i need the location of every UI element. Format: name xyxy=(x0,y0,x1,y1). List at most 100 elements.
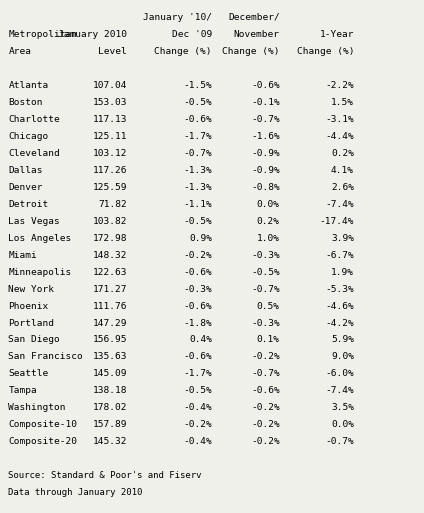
Text: 0.2%: 0.2% xyxy=(331,149,354,157)
Text: 178.02: 178.02 xyxy=(93,403,127,412)
Text: -0.6%: -0.6% xyxy=(251,81,280,90)
Text: January 2010: January 2010 xyxy=(58,30,127,39)
Text: -0.2%: -0.2% xyxy=(251,420,280,429)
Text: Data through January 2010: Data through January 2010 xyxy=(8,488,143,497)
Text: 107.04: 107.04 xyxy=(93,81,127,90)
Text: -0.9%: -0.9% xyxy=(251,149,280,157)
Text: 0.9%: 0.9% xyxy=(189,233,212,243)
Text: -6.0%: -6.0% xyxy=(325,369,354,379)
Text: Dec '09: Dec '09 xyxy=(172,30,212,39)
Text: 157.89: 157.89 xyxy=(93,420,127,429)
Text: -0.2%: -0.2% xyxy=(183,250,212,260)
Text: -1.5%: -1.5% xyxy=(183,81,212,90)
Text: -17.4%: -17.4% xyxy=(320,216,354,226)
Text: -5.3%: -5.3% xyxy=(325,285,354,293)
Text: -0.7%: -0.7% xyxy=(251,285,280,293)
Text: -0.6%: -0.6% xyxy=(183,115,212,124)
Text: Composite-10: Composite-10 xyxy=(8,420,78,429)
Text: -0.2%: -0.2% xyxy=(183,420,212,429)
Text: 138.18: 138.18 xyxy=(93,386,127,396)
Text: -0.7%: -0.7% xyxy=(183,149,212,157)
Text: 4.1%: 4.1% xyxy=(331,166,354,174)
Text: -0.5%: -0.5% xyxy=(183,386,212,396)
Text: 1.0%: 1.0% xyxy=(257,233,280,243)
Text: Detroit: Detroit xyxy=(8,200,49,209)
Text: -0.5%: -0.5% xyxy=(251,268,280,277)
Text: Las Vegas: Las Vegas xyxy=(8,216,60,226)
Text: -0.2%: -0.2% xyxy=(251,352,280,362)
Text: -1.6%: -1.6% xyxy=(251,132,280,141)
Text: -0.8%: -0.8% xyxy=(251,183,280,192)
Text: -4.6%: -4.6% xyxy=(325,302,354,310)
Text: 147.29: 147.29 xyxy=(93,319,127,327)
Text: -7.4%: -7.4% xyxy=(325,200,354,209)
Text: Chicago: Chicago xyxy=(8,132,49,141)
Text: 1-Year: 1-Year xyxy=(320,30,354,39)
Text: -0.3%: -0.3% xyxy=(183,285,212,293)
Text: 111.76: 111.76 xyxy=(93,302,127,310)
Text: Los Angeles: Los Angeles xyxy=(8,233,72,243)
Text: 145.09: 145.09 xyxy=(93,369,127,379)
Text: New York: New York xyxy=(8,285,54,293)
Text: -0.4%: -0.4% xyxy=(183,438,212,446)
Text: -1.3%: -1.3% xyxy=(183,183,212,192)
Text: Seattle: Seattle xyxy=(8,369,49,379)
Text: 172.98: 172.98 xyxy=(93,233,127,243)
Text: -1.8%: -1.8% xyxy=(183,319,212,327)
Text: 153.03: 153.03 xyxy=(93,98,127,107)
Text: 3.9%: 3.9% xyxy=(331,233,354,243)
Text: 0.4%: 0.4% xyxy=(189,336,212,345)
Text: Change (%): Change (%) xyxy=(222,47,280,56)
Text: 122.63: 122.63 xyxy=(93,268,127,277)
Text: -0.7%: -0.7% xyxy=(325,438,354,446)
Text: 148.32: 148.32 xyxy=(93,250,127,260)
Text: 0.0%: 0.0% xyxy=(331,420,354,429)
Text: Change (%): Change (%) xyxy=(154,47,212,56)
Text: 135.63: 135.63 xyxy=(93,352,127,362)
Text: -4.4%: -4.4% xyxy=(325,132,354,141)
Text: Washington: Washington xyxy=(8,403,66,412)
Text: -0.1%: -0.1% xyxy=(251,98,280,107)
Text: Phoenix: Phoenix xyxy=(8,302,49,310)
Text: -0.5%: -0.5% xyxy=(183,216,212,226)
Text: Level: Level xyxy=(98,47,127,56)
Text: 0.0%: 0.0% xyxy=(257,200,280,209)
Text: 171.27: 171.27 xyxy=(93,285,127,293)
Text: Tampa: Tampa xyxy=(8,386,37,396)
Text: 71.82: 71.82 xyxy=(98,200,127,209)
Text: -0.9%: -0.9% xyxy=(251,166,280,174)
Text: -0.2%: -0.2% xyxy=(251,438,280,446)
Text: 1.9%: 1.9% xyxy=(331,268,354,277)
Text: -3.1%: -3.1% xyxy=(325,115,354,124)
Text: November: November xyxy=(234,30,280,39)
Text: 5.9%: 5.9% xyxy=(331,336,354,345)
Text: -1.7%: -1.7% xyxy=(183,369,212,379)
Text: -0.5%: -0.5% xyxy=(183,98,212,107)
Text: Cleveland: Cleveland xyxy=(8,149,60,157)
Text: -0.6%: -0.6% xyxy=(183,268,212,277)
Text: Source: Standard & Poor's and Fiserv: Source: Standard & Poor's and Fiserv xyxy=(8,471,202,480)
Text: 103.82: 103.82 xyxy=(93,216,127,226)
Text: -1.1%: -1.1% xyxy=(183,200,212,209)
Text: -2.2%: -2.2% xyxy=(325,81,354,90)
Text: -1.7%: -1.7% xyxy=(183,132,212,141)
Text: 117.26: 117.26 xyxy=(93,166,127,174)
Text: -4.2%: -4.2% xyxy=(325,319,354,327)
Text: December/: December/ xyxy=(228,13,280,22)
Text: 9.0%: 9.0% xyxy=(331,352,354,362)
Text: 0.1%: 0.1% xyxy=(257,336,280,345)
Text: Atlanta: Atlanta xyxy=(8,81,49,90)
Text: Miami: Miami xyxy=(8,250,37,260)
Text: 3.5%: 3.5% xyxy=(331,403,354,412)
Text: January '10/: January '10/ xyxy=(143,13,212,22)
Text: 125.11: 125.11 xyxy=(93,132,127,141)
Text: San Francisco: San Francisco xyxy=(8,352,83,362)
Text: Composite-20: Composite-20 xyxy=(8,438,78,446)
Text: -0.3%: -0.3% xyxy=(251,250,280,260)
Text: -0.7%: -0.7% xyxy=(251,369,280,379)
Text: Change (%): Change (%) xyxy=(296,47,354,56)
Text: San Diego: San Diego xyxy=(8,336,60,345)
Text: 0.5%: 0.5% xyxy=(257,302,280,310)
Text: 103.12: 103.12 xyxy=(93,149,127,157)
Text: Area: Area xyxy=(8,47,31,56)
